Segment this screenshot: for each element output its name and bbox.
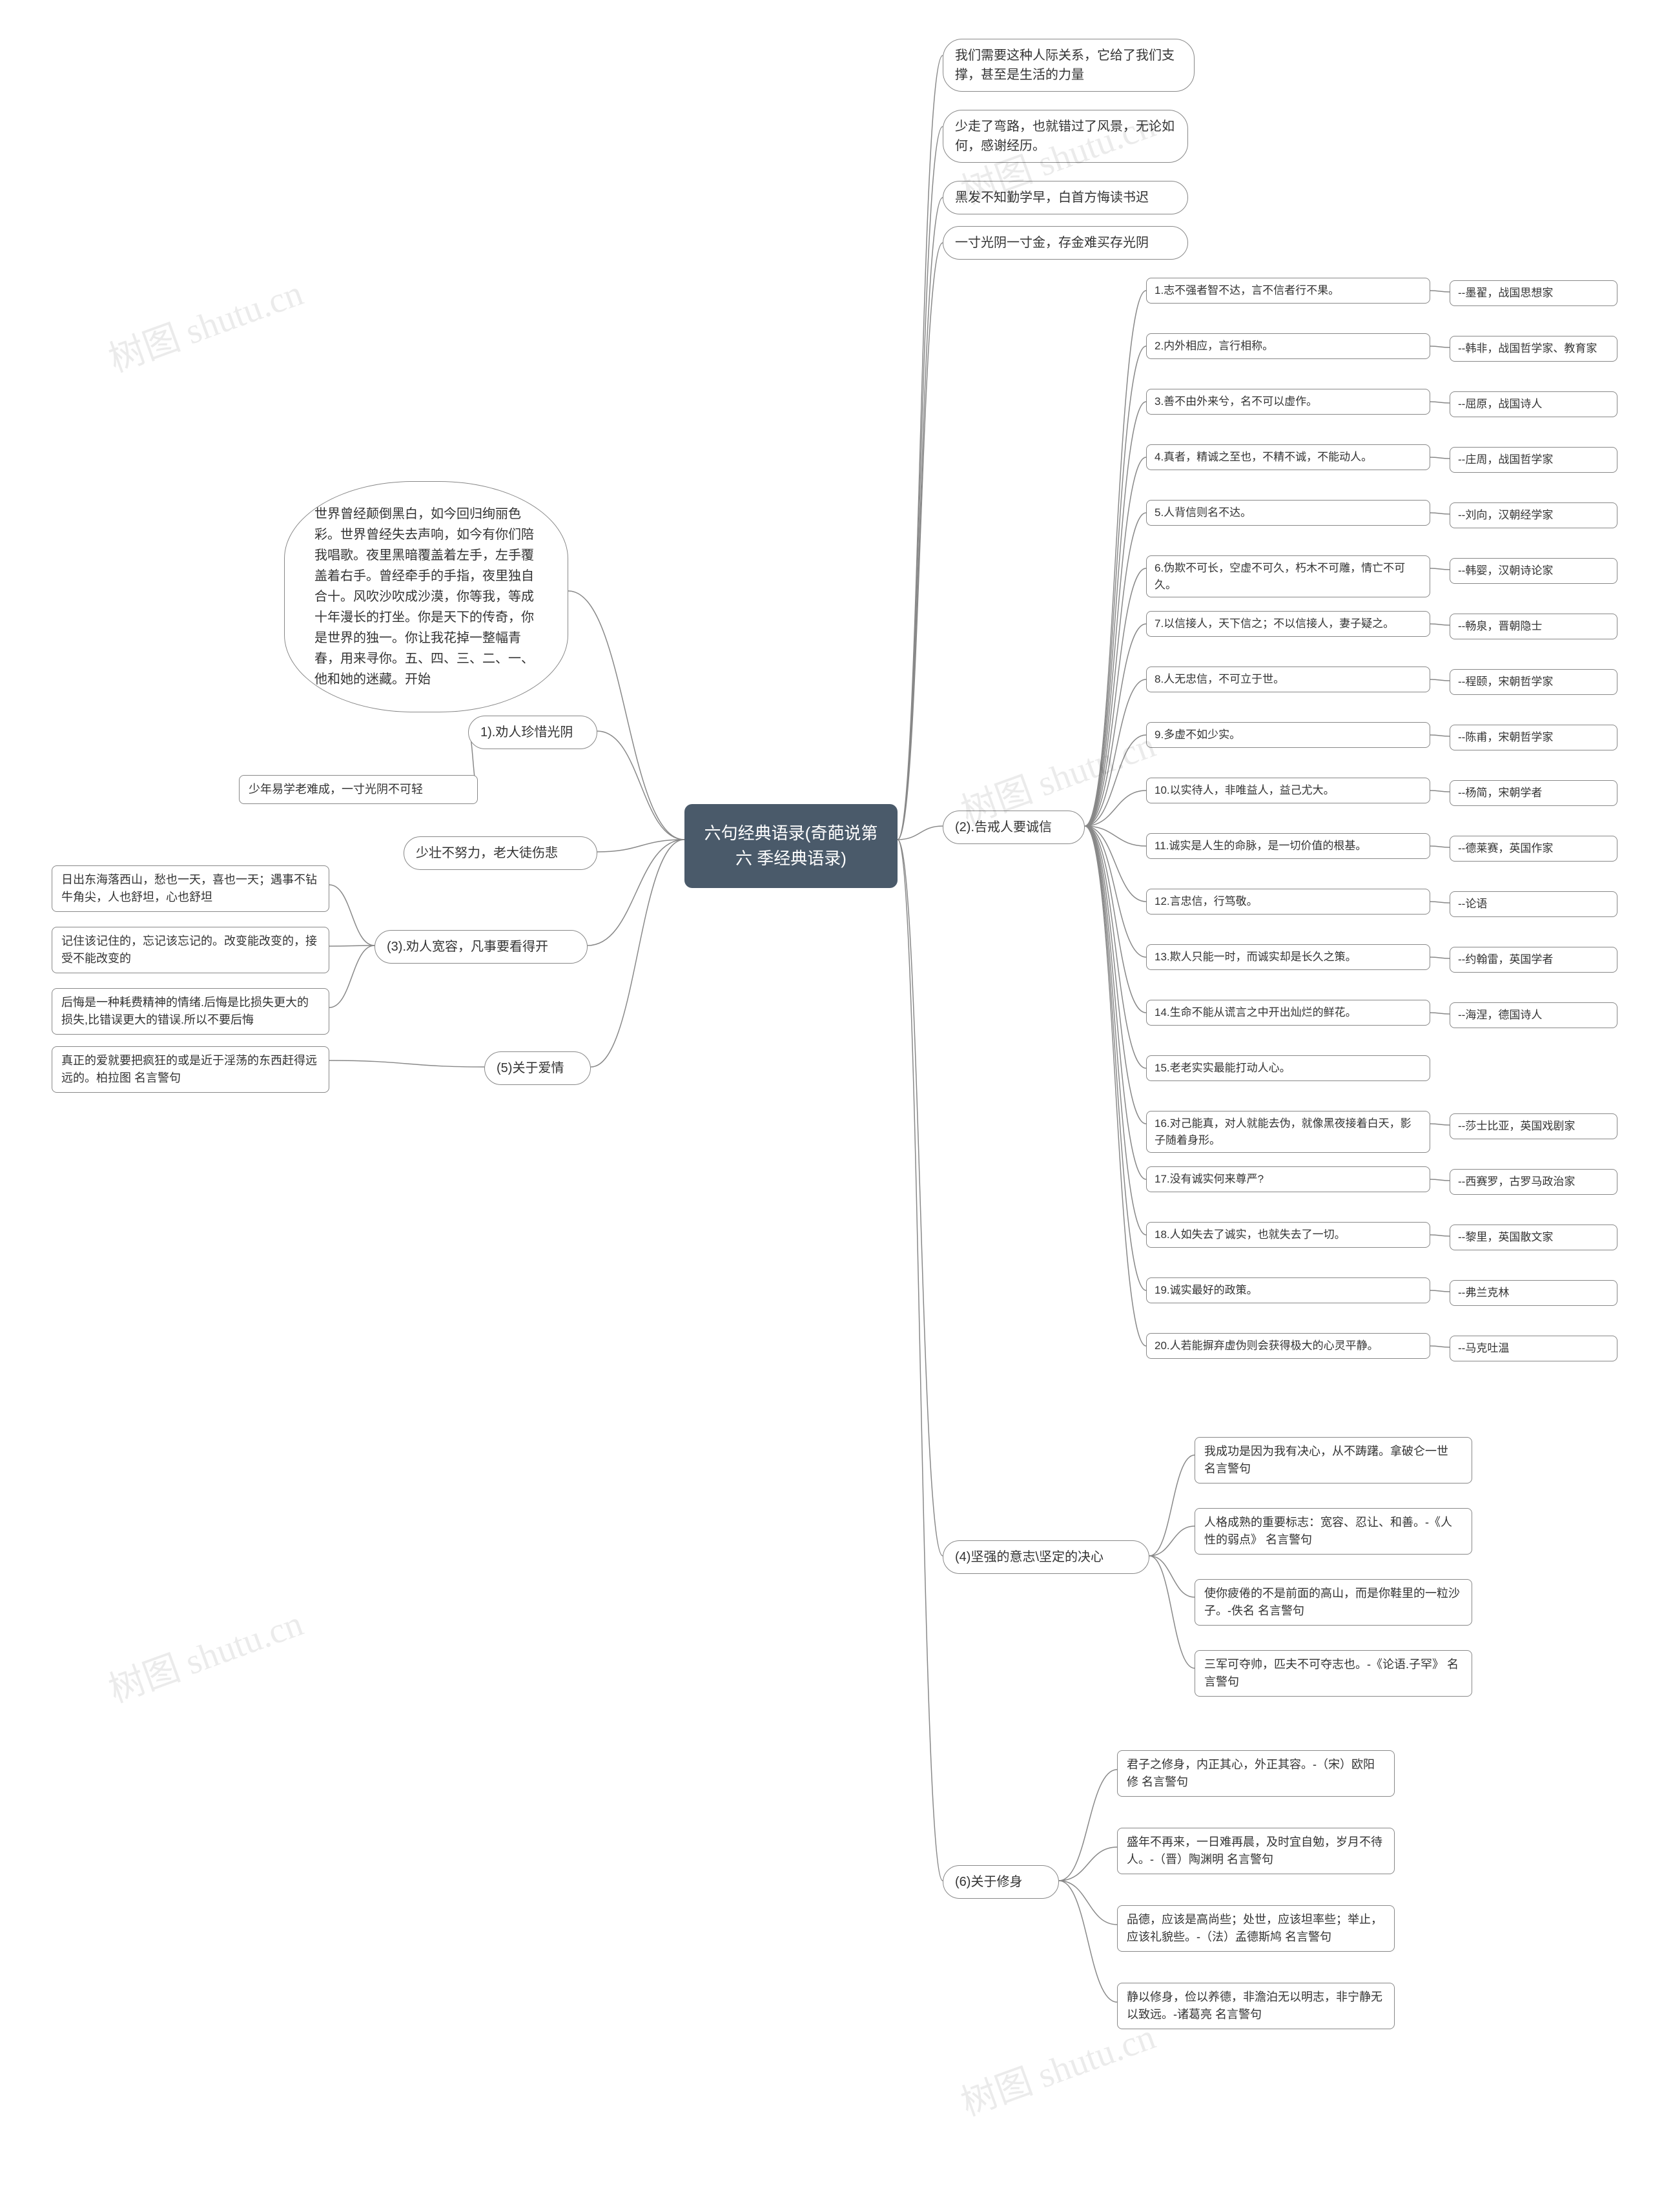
section2-src-1: --韩非，战国哲学家、教育家 [1450,336,1617,362]
section2-src-18: --弗兰克林 [1450,1280,1617,1306]
section2-item-4: 5.人背信则名不达。 [1146,500,1430,526]
left-node-L3: (3).劝人宽容，凡事要看得开 [375,930,588,964]
section2-src-15: --莎士比亚，英国戏剧家 [1450,1113,1617,1139]
section2-item-19: 20.人若能摒弃虚伪则会获得极大的心灵平静。 [1146,1333,1430,1359]
section2-src-6: --畅泉，晋朝隐士 [1450,614,1617,639]
section6-item-2: 品德，应该是高尚些；处世，应该坦率些；举止，应该礼貌些。-（法）孟德斯鸠 名言警… [1117,1905,1395,1952]
section2-item-5: 6.伪欺不可长，空虚不可久，朽木不可雕，情亡不可久。 [1146,555,1430,597]
left-node-L0: 世界曾经颠倒黑白，如今回归绚丽色彩。世界曾经失去声响，如今有你们陪我唱歌。夜里黑… [284,481,568,712]
section2-item-17: 18.人如失去了诚实，也就失去了一切。 [1146,1222,1430,1248]
section2-src-16: --西赛罗，古罗马政治家 [1450,1169,1617,1195]
section2-item-15: 16.对己能真，对人就能去伪，就像黑夜接着白天，影子随着身形。 [1146,1111,1430,1153]
section2-src-7: --程颐，宋朝哲学家 [1450,669,1617,695]
section2-src-10: --德莱赛，英国作家 [1450,836,1617,862]
section2-src-13: --海涅，德国诗人 [1450,1002,1617,1028]
right-top-R1: 我们需要这种人际关系，它给了我们支撑，甚至是生活的力量 [943,39,1195,92]
left-node-L5: (5)关于爱情 [484,1051,591,1085]
section2-item-9: 10.以实待人，非唯益人，益己尤大。 [1146,778,1430,803]
section2-src-5: --韩婴，汉朝诗论家 [1450,558,1617,584]
left-node-L2: 少壮不努力，老大徒伤悲 [404,836,597,870]
section6-item-3: 静以修身，俭以养德，非澹泊无以明志，非宁静无以致远。-诸葛亮 名言警句 [1117,1983,1395,2029]
section2-item-2: 3.善不由外来兮，名不可以虚作。 [1146,389,1430,415]
section2-item-3: 4.真者，精诚之至也，不精不诚，不能动人。 [1146,444,1430,470]
section2-src-19: --马克吐温 [1450,1336,1617,1361]
section4-item-2: 使你疲倦的不是前面的高山，而是你鞋里的一粒沙子。-佚名 名言警句 [1195,1579,1472,1626]
section2-src-9: --杨简，宋朝学者 [1450,780,1617,806]
left-child-L3-2: 后悔是一种耗费精神的情绪.后悔是比损失更大的损失,比错误更大的错误.所以不要后悔 [52,988,329,1035]
right-top-R4: 一寸光阴一寸金，存金难买存光阴 [943,226,1188,260]
connector-layer [0,0,1653,2212]
left-child-L1: 少年易学老难成，一寸光阴不可轻 [239,775,478,804]
section2-item-18: 19.诚实最好的政策。 [1146,1277,1430,1303]
section2-item-11: 12.言忠信，行笃敬。 [1146,889,1430,915]
section2-item-6: 7.以信接人，天下信之；不以信接人，妻子疑之。 [1146,611,1430,637]
section2-src-17: --黎里，英国散文家 [1450,1225,1617,1250]
section2-src-12: --约翰雷，英国学者 [1450,947,1617,973]
section2-item-16: 17.没有诚实何来尊严? [1146,1166,1430,1192]
section4-item-0: 我成功是因为我有决心，从不踌躇。拿破仑一世 名言警句 [1195,1437,1472,1483]
section4-item-1: 人格成熟的重要标志：宽容、忍让、和善。-《人性的弱点》 名言警句 [1195,1508,1472,1555]
section2-item-13: 14.生命不能从谎言之中开出灿烂的鲜花。 [1146,1000,1430,1026]
section2-src-0: --墨翟，战国思想家 [1450,280,1617,306]
section2-item-7: 8.人无忠信，不可立于世。 [1146,667,1430,692]
watermark: 树图 shutu.cn [101,1595,309,1713]
section2-src-4: --刘向，汉朝经学家 [1450,502,1617,528]
section2-item-0: 1.志不强者智不达，言不信者行不果。 [1146,278,1430,304]
section2-src-8: --陈甫，宋朝哲学家 [1450,725,1617,750]
section6-head: (6)关于修身 [943,1865,1059,1899]
section2-src-2: --屈原，战国诗人 [1450,391,1617,417]
section2-item-12: 13.欺人只能一时，而诚实却是长久之策。 [1146,944,1430,970]
left-child-L3-0: 日出东海落西山，愁也一天，喜也一天；遇事不钻牛角尖，人也舒坦，心也舒坦 [52,865,329,912]
right-top-R2: 少走了弯路，也就错过了风景，无论如何，感谢经历。 [943,110,1188,163]
section4-item-3: 三军可夺帅，匹夫不可夺志也。-《论语.子罕》 名言警句 [1195,1650,1472,1697]
right-top-R3: 黑发不知勤学早，白首方悔读书迟 [943,181,1188,214]
section2-src-11: --论语 [1450,891,1617,917]
section6-item-1: 盛年不再来，一日难再晨，及时宜自勉，岁月不待人。-（晋）陶渊明 名言警句 [1117,1828,1395,1874]
watermark: 树图 shutu.cn [101,264,309,383]
section4-head: (4)坚强的意志\坚定的决心 [943,1540,1149,1574]
section2-item-8: 9.多虚不如少实。 [1146,722,1430,748]
section2-item-1: 2.内外相应，言行相称。 [1146,333,1430,359]
section2-item-14: 15.老老实实最能打动人心。 [1146,1055,1430,1081]
left-node-L1: 1).劝人珍惜光阴 [468,716,597,749]
section2-item-10: 11.诚实是人生的命脉，是一切价值的根基。 [1146,833,1430,859]
section2-src-3: --庄周，战国哲学家 [1450,447,1617,473]
section6-item-0: 君子之修身，内正其心，外正其容。-（宋）欧阳修 名言警句 [1117,1750,1395,1797]
left-child-L3-1: 记住该记住的，忘记该忘记的。改变能改变的，接受不能改变的 [52,927,329,973]
section2-head: (2).告戒人要诚信 [943,811,1085,844]
center-node: 六句经典语录(奇葩说第六 季经典语录) [684,804,898,888]
left-child-L5: 真正的爱就要把疯狂的或是近于淫荡的东西赶得远远的。柏拉图 名言警句 [52,1046,329,1093]
